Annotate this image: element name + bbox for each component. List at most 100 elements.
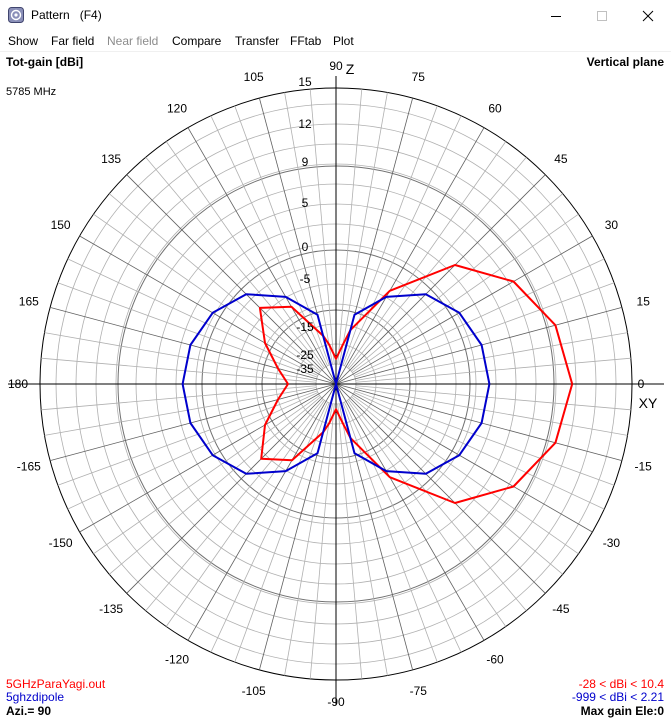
menu-bar: Show Far field Near field Compare Transf… <box>0 31 671 52</box>
minimize-button[interactable] <box>533 0 579 31</box>
max-gain-label: Max gain Ele:0 <box>581 704 665 718</box>
angle-tick-label: 75 <box>412 70 426 84</box>
minor-grid-spoke <box>353 392 605 510</box>
minor-grid-spoke <box>353 258 605 376</box>
radial-tick-label: -35 <box>296 362 314 376</box>
minor-grid-spoke <box>210 401 328 653</box>
minimize-icon <box>551 15 561 17</box>
menu-far-field[interactable]: Far field <box>51 34 95 48</box>
radial-tick-label: -5 <box>300 272 311 286</box>
minor-grid-spoke <box>354 282 615 378</box>
major-grid-spoke <box>79 383 337 533</box>
major-grid-spoke <box>126 174 337 385</box>
radial-tick-label: 12 <box>298 117 312 131</box>
frequency-label: 5785 MHz <box>6 86 56 98</box>
angle-tick-label: -45 <box>552 602 570 616</box>
minor-grid-spoke <box>284 403 333 676</box>
radial-tick-label: 15 <box>298 75 312 89</box>
minor-grid-spoke <box>165 141 325 368</box>
minor-grid-spoke <box>352 395 579 555</box>
angle-tick-label: -135 <box>99 602 123 616</box>
minor-grid-spoke <box>309 403 335 679</box>
minor-grid-spoke <box>344 401 462 653</box>
major-grid-spoke <box>49 383 337 461</box>
minor-grid-spoke <box>339 403 388 676</box>
minor-grid-spoke <box>337 89 363 365</box>
minor-grid-spoke <box>354 390 615 486</box>
minor-grid-spoke <box>41 385 317 411</box>
angle-tick-label: 150 <box>51 218 71 232</box>
plane-label: Vertical plane <box>587 55 665 69</box>
angle-tick-label: -165 <box>17 459 41 473</box>
angle-tick-label: -15 <box>635 459 653 473</box>
pattern-traces <box>181 264 574 504</box>
maximize-button[interactable] <box>579 0 625 31</box>
minor-grid-spoke <box>210 115 328 367</box>
maximize-icon <box>597 10 607 21</box>
minor-grid-spoke <box>348 156 527 369</box>
angle-tick-label: 165 <box>19 295 39 309</box>
minor-grid-spoke <box>348 399 527 612</box>
major-grid-spoke <box>335 307 623 385</box>
menu-plot[interactable]: Plot <box>333 34 354 48</box>
angle-tick-label: -150 <box>49 536 73 550</box>
major-grid-spoke <box>187 383 337 641</box>
polar-grid <box>8 76 664 705</box>
major-grid-spoke <box>187 127 337 385</box>
radial-tick-label: 5 <box>302 196 309 210</box>
angle-tick-label: 60 <box>488 102 502 116</box>
azimuth-label: Azi.= 90 <box>6 704 51 718</box>
minor-grid-spoke <box>352 213 579 373</box>
radial-tick-label: -25 <box>296 348 314 362</box>
radial-tick-label: 0 <box>302 240 309 254</box>
minor-grid-spoke <box>355 387 628 436</box>
close-button[interactable] <box>625 0 671 31</box>
quantity-label: Tot-gain [dBi] <box>6 55 83 69</box>
antenna-app-icon <box>8 7 24 23</box>
major-grid-spoke <box>49 307 337 385</box>
trace-5ghzdipole <box>181 293 491 475</box>
major-grid-spoke <box>335 383 623 461</box>
minor-grid-spoke <box>44 332 317 381</box>
title-bar: Pattern (F4) <box>0 0 671 31</box>
angle-tick-label: 15 <box>637 295 651 309</box>
minor-grid-spoke <box>67 392 319 510</box>
angle-tick-label: -60 <box>486 652 504 666</box>
minor-grid-spoke <box>284 92 333 365</box>
minor-grid-spoke <box>347 400 507 627</box>
polar-plot: 153045607590105120135150165180-165-150-1… <box>6 55 665 718</box>
major-grid-spoke <box>335 174 546 385</box>
minor-grid-spoke <box>351 193 564 372</box>
radial-tick-label: 9 <box>302 155 309 169</box>
trace2-file-label: 5ghzdipole <box>6 690 64 704</box>
menu-fftab[interactable]: FFtab <box>290 34 322 48</box>
angle-tick-label: -90 <box>327 695 345 709</box>
minor-grid-spoke <box>234 105 330 366</box>
angle-tick-label: 0 <box>638 377 645 391</box>
major-grid-spoke <box>79 235 337 385</box>
minor-grid-spoke <box>351 396 564 575</box>
minor-grid-spoke <box>234 402 330 663</box>
major-grid-spoke <box>335 383 546 594</box>
minor-grid-spoke <box>145 399 324 612</box>
minor-grid-spoke <box>145 156 324 369</box>
minor-grid-spoke <box>355 385 631 411</box>
minor-grid-spoke <box>108 396 321 575</box>
window-title: Pattern (F4) <box>31 8 102 22</box>
angle-tick-label: 90 <box>329 59 343 73</box>
minor-grid-spoke <box>337 403 363 679</box>
angle-tick-label: -75 <box>410 684 428 698</box>
minor-grid-spoke <box>67 258 319 376</box>
minor-grid-spoke <box>309 89 335 365</box>
menu-show[interactable]: Show <box>8 34 39 48</box>
menu-compare[interactable]: Compare <box>172 34 222 48</box>
minor-grid-spoke <box>41 357 317 383</box>
menu-transfer[interactable]: Transfer <box>235 34 280 48</box>
trace1-range-label: -28 < dBi < 10.4 <box>579 677 665 691</box>
minor-grid-spoke <box>44 387 317 436</box>
minor-grid-spoke <box>93 395 320 555</box>
angle-tick-label: -30 <box>603 536 621 550</box>
angle-tick-label: 180 <box>8 377 28 391</box>
menu-near-field[interactable]: Near field <box>107 34 159 48</box>
trace-5ghzparayagi <box>258 264 574 504</box>
